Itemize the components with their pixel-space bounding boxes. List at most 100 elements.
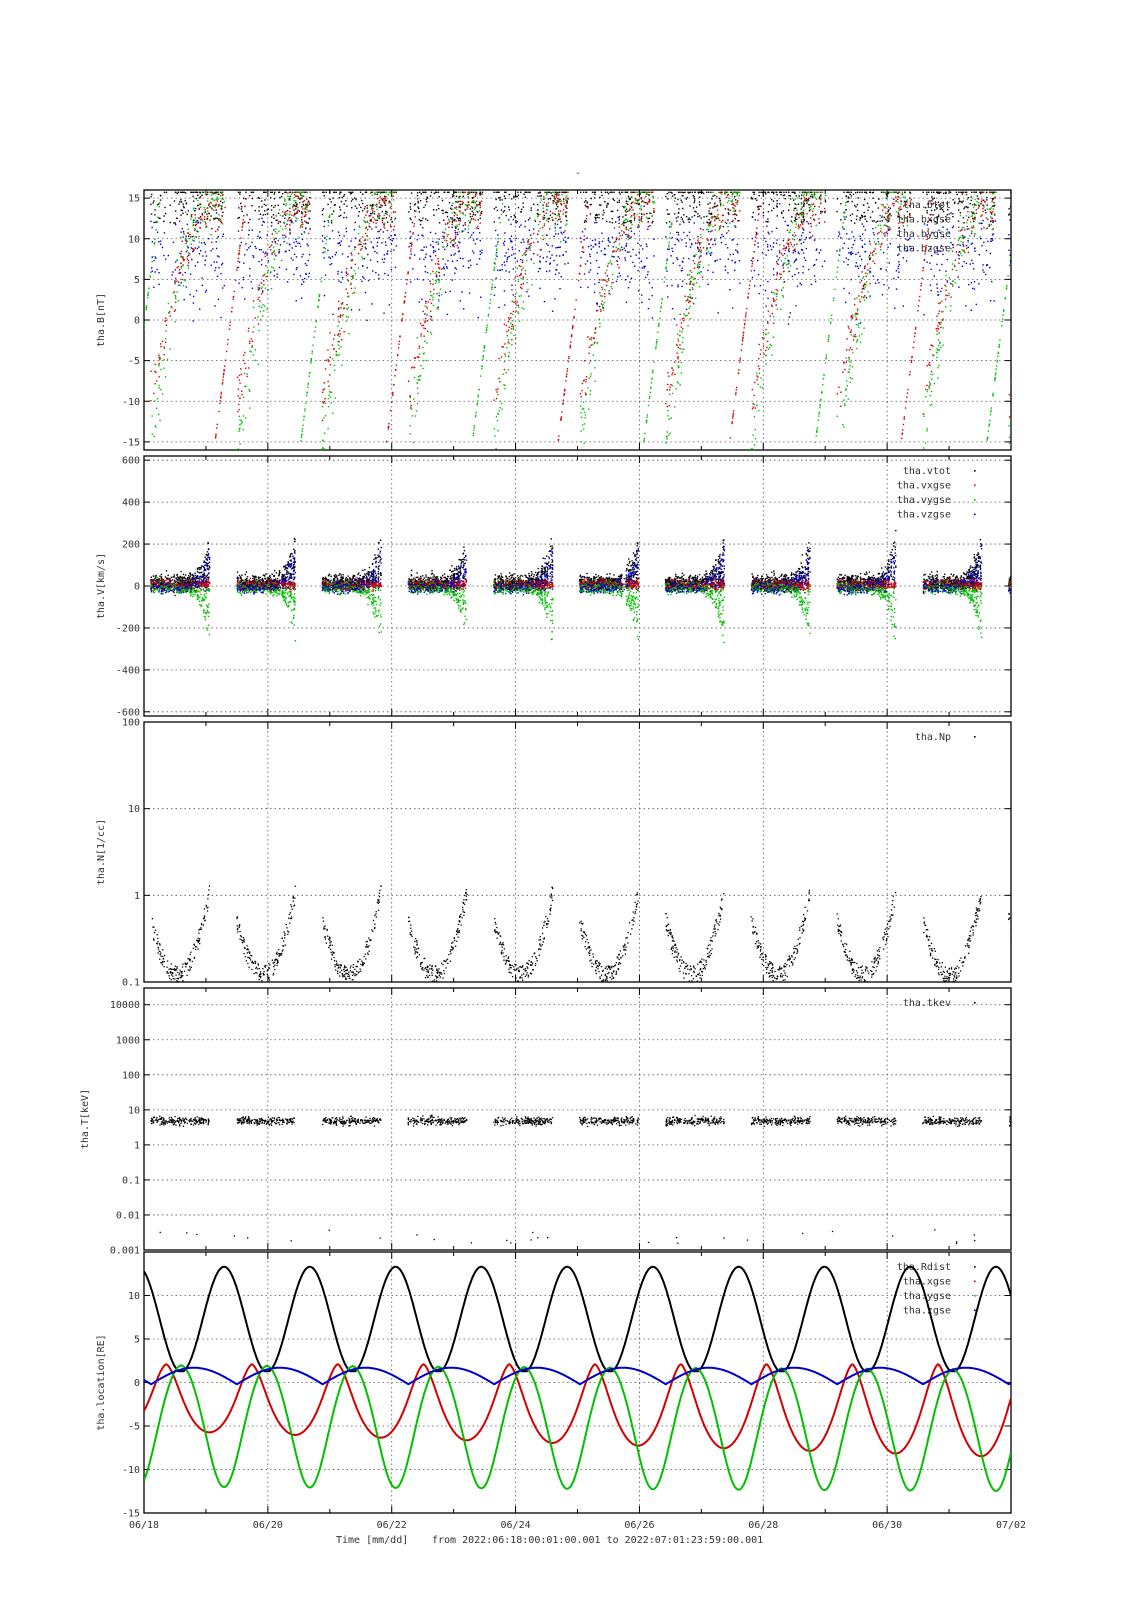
data-point-green bbox=[689, 289, 691, 291]
data-point-track bbox=[475, 414, 477, 416]
data-point-blue bbox=[524, 225, 526, 228]
data-point-blue bbox=[273, 275, 276, 277]
data-point-black bbox=[633, 213, 636, 215]
data-point-blue bbox=[323, 294, 326, 297]
data-point-red bbox=[805, 197, 808, 200]
data-point-blue bbox=[667, 248, 669, 251]
data-point-blue bbox=[197, 261, 199, 263]
data-point-green bbox=[159, 419, 161, 422]
data-point-red bbox=[198, 208, 200, 211]
data-point-black bbox=[503, 210, 506, 212]
data-point-blue bbox=[803, 257, 806, 259]
data-point-blue bbox=[739, 282, 741, 284]
data-point-black bbox=[849, 214, 852, 217]
data-point-blue bbox=[808, 268, 810, 271]
data-point-green bbox=[795, 223, 798, 225]
data-point-green bbox=[738, 195, 741, 197]
data-point-red bbox=[378, 212, 380, 215]
data-point-red bbox=[518, 274, 521, 277]
data-point-green bbox=[473, 208, 476, 211]
data-point-black bbox=[448, 191, 450, 194]
data-point-black bbox=[803, 205, 805, 207]
data-point-green bbox=[886, 197, 888, 199]
data-point-green bbox=[615, 246, 617, 249]
data-point-green bbox=[371, 212, 374, 215]
data-point-blue bbox=[273, 269, 276, 272]
data-point-red bbox=[386, 229, 388, 232]
data-point-track bbox=[130, 433, 131, 434]
data-point-black bbox=[274, 191, 276, 194]
data-point-black bbox=[613, 199, 616, 202]
data-point-black bbox=[354, 197, 356, 199]
data-point-black bbox=[333, 191, 336, 194]
data-point-red bbox=[477, 225, 479, 228]
data-point-blue bbox=[251, 287, 254, 289]
data-point-red bbox=[552, 202, 554, 204]
data-point-red bbox=[719, 201, 721, 203]
data-point-red bbox=[459, 220, 462, 222]
data-point-red bbox=[549, 228, 551, 230]
data-point-red bbox=[443, 232, 446, 234]
data-point-blue bbox=[542, 257, 545, 259]
data-point-blue bbox=[278, 251, 281, 253]
data-point-green bbox=[897, 201, 899, 203]
data-point-black bbox=[330, 201, 332, 203]
data-point-green bbox=[271, 251, 274, 254]
data-point-black bbox=[156, 204, 159, 206]
data-point-black bbox=[682, 207, 684, 210]
data-point-green bbox=[422, 346, 424, 349]
data-point-blue bbox=[621, 249, 624, 251]
data-point-green bbox=[195, 219, 197, 222]
data-point-green bbox=[681, 348, 683, 350]
data-point-green bbox=[607, 279, 610, 282]
data-point-blue bbox=[898, 263, 901, 266]
data-point-red bbox=[564, 211, 567, 214]
data-point-green bbox=[279, 214, 282, 217]
data-point-green bbox=[583, 442, 585, 444]
data-point-green bbox=[667, 410, 669, 412]
data-point-red bbox=[189, 233, 191, 236]
data-point-green bbox=[502, 373, 504, 375]
data-point-black bbox=[636, 203, 638, 205]
data-point-red bbox=[630, 205, 632, 208]
data-point-green bbox=[422, 367, 424, 370]
y-tick-label: -10 bbox=[122, 397, 140, 408]
data-point-blue bbox=[164, 258, 167, 260]
data-point-green bbox=[432, 296, 434, 299]
data-point-blue bbox=[182, 230, 185, 233]
data-point-green bbox=[392, 199, 395, 201]
data-point-green bbox=[596, 341, 599, 344]
data-point-black bbox=[795, 207, 797, 209]
data-point-blue bbox=[598, 246, 601, 248]
data-point-blue bbox=[555, 247, 557, 249]
data-point-blue bbox=[260, 259, 263, 261]
data-point-track bbox=[666, 259, 668, 262]
data-point-red bbox=[640, 201, 643, 203]
data-point-red bbox=[514, 300, 517, 302]
data-point-green bbox=[366, 235, 368, 238]
data-point-green bbox=[625, 221, 628, 224]
data-point-red bbox=[188, 262, 190, 264]
data-point-black bbox=[698, 215, 701, 217]
data-point-red bbox=[198, 203, 201, 205]
data-point-blue bbox=[295, 245, 297, 247]
data-point-red bbox=[306, 203, 308, 205]
data-point-blue bbox=[432, 245, 434, 248]
data-point-green bbox=[158, 384, 160, 387]
data-point-green bbox=[844, 389, 847, 391]
data-point-blue bbox=[691, 243, 693, 246]
data-point-blue bbox=[187, 235, 190, 237]
data-point-green bbox=[803, 196, 806, 199]
data-point-blue bbox=[580, 241, 582, 243]
data-point-black bbox=[622, 216, 624, 218]
data-point-blue bbox=[886, 219, 888, 222]
data-point-blue bbox=[897, 234, 899, 236]
data-point-black bbox=[732, 207, 734, 209]
data-point-track bbox=[147, 291, 149, 294]
data-point-red bbox=[453, 215, 455, 217]
data-point-black bbox=[350, 192, 352, 195]
data-point-green bbox=[164, 338, 167, 340]
data-point-black bbox=[418, 191, 421, 194]
data-point-black bbox=[761, 191, 764, 194]
data-point-blue bbox=[720, 236, 722, 239]
